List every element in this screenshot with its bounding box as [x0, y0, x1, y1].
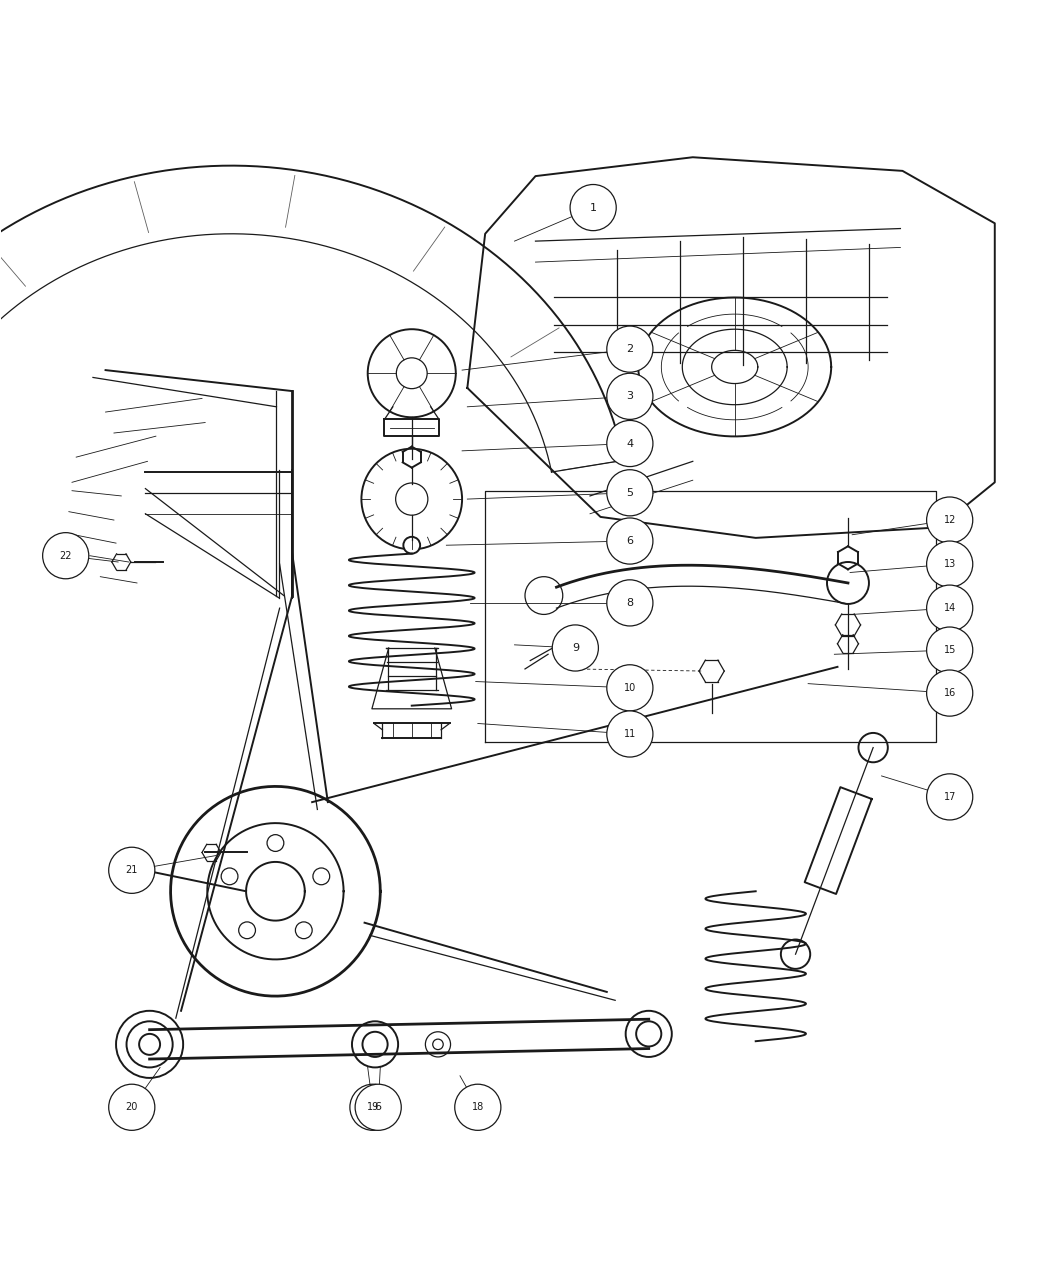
Text: 16: 16 [944, 688, 956, 699]
Circle shape [926, 585, 972, 631]
Text: 3: 3 [627, 391, 633, 402]
Circle shape [607, 421, 653, 467]
Text: 8: 8 [626, 598, 633, 608]
Circle shape [607, 664, 653, 711]
Text: 5: 5 [627, 488, 633, 497]
Circle shape [607, 469, 653, 516]
Circle shape [43, 533, 89, 579]
Circle shape [926, 627, 972, 673]
Circle shape [109, 847, 154, 894]
Circle shape [607, 326, 653, 372]
Text: 2: 2 [626, 344, 633, 354]
Circle shape [552, 625, 598, 671]
Text: 9: 9 [572, 643, 579, 653]
Text: 15: 15 [944, 645, 956, 655]
Circle shape [355, 1084, 401, 1131]
Circle shape [926, 669, 972, 717]
Text: 1: 1 [590, 203, 596, 213]
Text: 21: 21 [126, 866, 138, 876]
Text: 14: 14 [944, 603, 956, 613]
Text: 6: 6 [375, 1103, 382, 1112]
Circle shape [607, 374, 653, 419]
Text: 6: 6 [627, 536, 633, 546]
Text: 10: 10 [624, 683, 636, 692]
Circle shape [607, 580, 653, 626]
Text: 20: 20 [126, 1103, 138, 1112]
Circle shape [570, 185, 616, 231]
Text: 4: 4 [626, 439, 633, 449]
Text: 13: 13 [944, 560, 956, 569]
Circle shape [607, 518, 653, 564]
Circle shape [926, 541, 972, 588]
Text: 12: 12 [944, 515, 956, 525]
Circle shape [607, 711, 653, 757]
Circle shape [403, 537, 420, 553]
Text: 22: 22 [60, 551, 72, 561]
Text: 18: 18 [471, 1103, 484, 1112]
Circle shape [926, 497, 972, 543]
Text: 17: 17 [944, 792, 956, 802]
Circle shape [926, 774, 972, 820]
Circle shape [350, 1084, 396, 1131]
Circle shape [455, 1084, 501, 1131]
Text: 19: 19 [366, 1103, 379, 1112]
Text: 11: 11 [624, 729, 636, 740]
Circle shape [109, 1084, 154, 1131]
